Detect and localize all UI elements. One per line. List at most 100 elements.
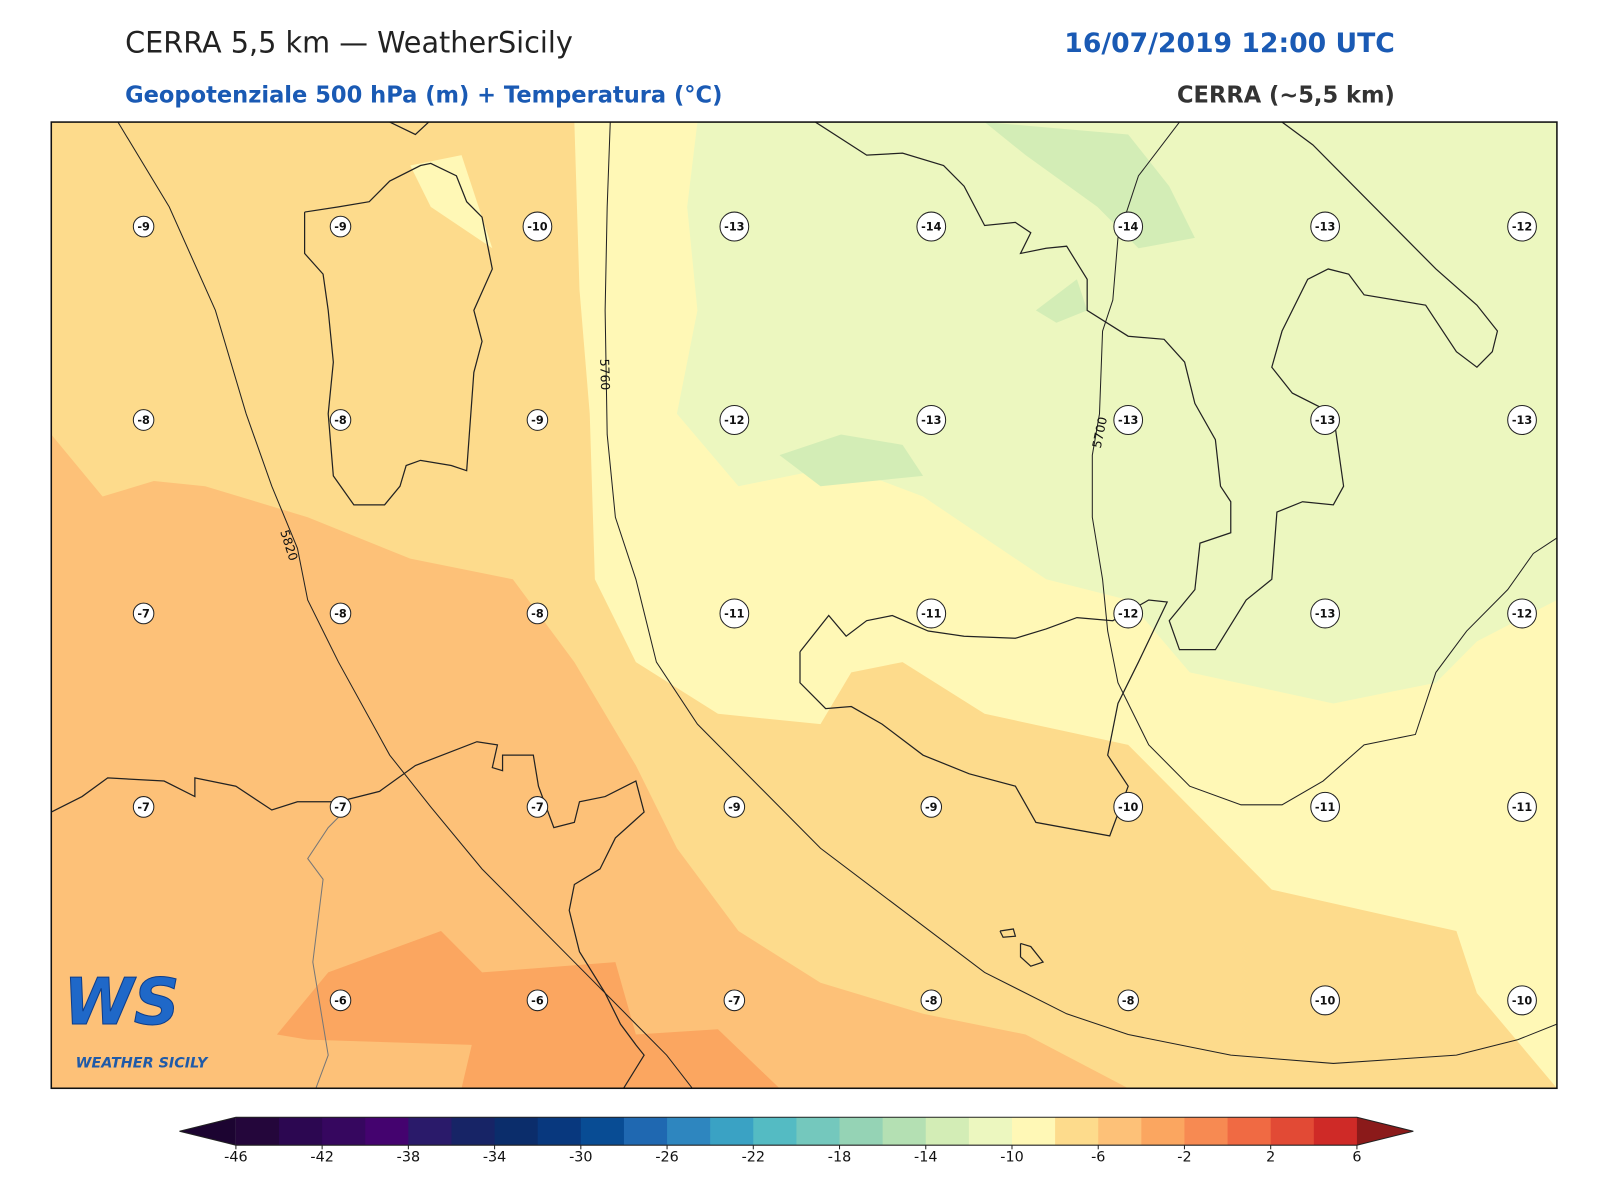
colorbar-tick-label: -10 — [1000, 1150, 1023, 1166]
title: CERRA 5,5 km — WeatherSicily — [125, 25, 573, 59]
coastline — [51, 741, 645, 1089]
label-marker — [329, 796, 352, 818]
label-marker — [723, 796, 746, 818]
colorbar-tick-label: -34 — [483, 1150, 506, 1166]
contour-label-group: 5700 — [1090, 415, 1110, 449]
label-marker — [132, 796, 155, 818]
label-marker — [719, 405, 750, 435]
coastline — [799, 599, 1169, 837]
colorbar-bin — [710, 1117, 754, 1146]
temperature-label: -7 — [728, 993, 741, 1007]
label-marker — [329, 602, 352, 625]
colorbar-bin — [1270, 1117, 1315, 1146]
label-marker — [1507, 405, 1537, 435]
coastline — [1019, 942, 1045, 967]
colorbar-tick-label: -18 — [828, 1150, 851, 1166]
label-marker — [719, 211, 750, 242]
colorbar-bin — [882, 1117, 927, 1146]
colorbar-bin — [1011, 1117, 1056, 1146]
temperature-label: -9 — [531, 413, 544, 427]
datetime: 16/07/2019 12:00 UTC — [1064, 28, 1395, 59]
colorbar-bin — [1098, 1117, 1142, 1146]
coastline — [389, 122, 430, 136]
temperature-label: -11 — [1315, 800, 1335, 814]
label-marker — [1507, 985, 1537, 1016]
temperature-label: -10 — [1315, 993, 1335, 1007]
label-marker — [723, 989, 746, 1012]
label-marker — [1113, 791, 1144, 822]
colorbar-bin — [623, 1117, 668, 1146]
colorbar-bin — [1184, 1117, 1229, 1146]
border — [307, 806, 350, 1089]
temperature-labels: -9 -9 -10 -13 -14 -14 -13 -12 -8 -8 -9 -12 -13 -13 -13… — [132, 211, 1537, 1016]
label-marker — [329, 989, 352, 1012]
colorbar-bin — [796, 1117, 841, 1146]
colorbar-under — [179, 1117, 236, 1146]
temperature-label: -12 — [1512, 220, 1532, 234]
subtitle: Geopotenziale 500 hPa (m) + Temperatura … — [125, 83, 722, 109]
label-marker — [1310, 211, 1340, 242]
label-marker — [522, 211, 553, 242]
contour-label-group: 5760 — [597, 358, 612, 390]
label-marker — [329, 409, 352, 431]
temperature-label: -14 — [921, 220, 941, 234]
colorbar-bin — [925, 1117, 970, 1146]
colorbar-bin — [1227, 1117, 1272, 1146]
label-marker — [920, 796, 943, 818]
colorbar-bin — [322, 1117, 366, 1146]
coastline — [999, 928, 1017, 938]
temperature-label: -6 — [531, 993, 544, 1007]
colorbar-tick-label: -2 — [1177, 1150, 1191, 1166]
temperature-label: -10 — [1512, 993, 1532, 1007]
temperature-label: -9 — [728, 800, 741, 814]
logo: WS WEATHER SICILY — [63, 965, 209, 1072]
logo-name: WEATHER SICILY — [76, 1056, 209, 1072]
temperature-label: -8 — [925, 993, 938, 1007]
geopotential-contour — [117, 122, 693, 1089]
temperature-label: -9 — [925, 800, 938, 814]
colorbar-bin — [1141, 1117, 1185, 1146]
colorbar-bin — [365, 1117, 409, 1146]
colorbar-tick-label: -26 — [655, 1150, 678, 1166]
temperature-label: -11 — [724, 606, 744, 620]
temperature-label: -13 — [1512, 413, 1532, 427]
label-marker — [1507, 598, 1537, 629]
temperature-label: -12 — [1512, 606, 1532, 620]
temperature-label: -7 — [137, 606, 150, 620]
temperature-label: -7 — [531, 800, 544, 814]
label-marker — [1310, 598, 1340, 629]
temperature-label: -13 — [1315, 606, 1335, 620]
temperature-label: -12 — [724, 413, 744, 427]
temperature-label: -12 — [1118, 606, 1138, 620]
temperature-label: -13 — [1315, 220, 1335, 234]
temperature-label: -9 — [334, 220, 347, 234]
label-marker — [916, 405, 947, 435]
field-zone — [1035, 279, 1088, 323]
colorbar-bin — [537, 1117, 582, 1146]
temperature-label: -8 — [531, 606, 544, 620]
label-marker — [916, 598, 947, 629]
label-marker — [1113, 405, 1144, 435]
label-marker — [329, 215, 352, 238]
colorbar-bin — [667, 1117, 711, 1146]
contour-label: 5760 — [597, 358, 612, 390]
label-marker — [526, 409, 549, 431]
label-marker — [920, 989, 943, 1012]
temperature-label: -11 — [1512, 800, 1532, 814]
temperature-label: -10 — [1118, 800, 1138, 814]
label-marker — [1507, 791, 1537, 822]
colorbar-tick-label: -42 — [310, 1150, 333, 1166]
colorbar-tick-label: -38 — [397, 1150, 420, 1166]
temperature-label: -7 — [334, 800, 347, 814]
temperature-label: -8 — [137, 413, 150, 427]
model-label: CERRA (~5,5 km) — [1177, 83, 1395, 109]
label-marker — [132, 215, 155, 238]
field-zone — [276, 931, 780, 1089]
colorbar-bin — [753, 1117, 797, 1146]
field-zone — [51, 434, 1129, 1089]
temperature-label: -13 — [1315, 413, 1335, 427]
colorbar-tick-label: -22 — [742, 1150, 765, 1166]
